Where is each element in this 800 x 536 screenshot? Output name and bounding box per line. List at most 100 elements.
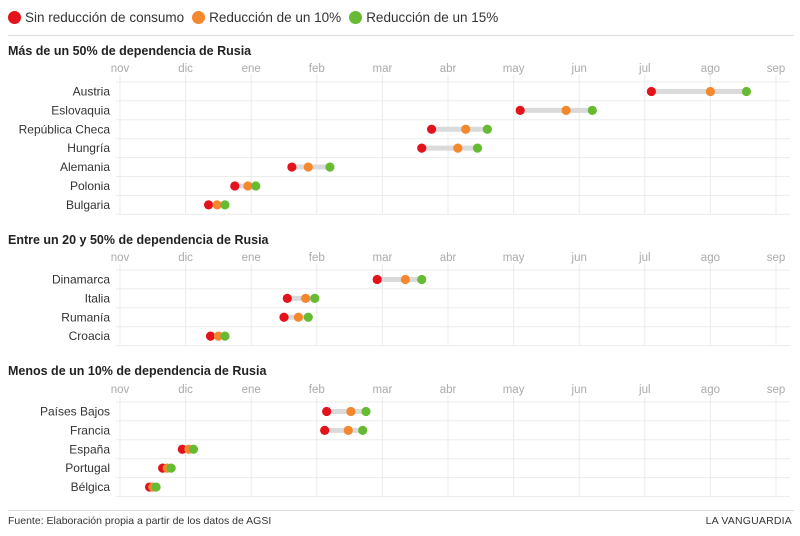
- month-tick-label: feb: [309, 384, 325, 396]
- data-point: [325, 162, 335, 172]
- month-tick-label: nov: [111, 252, 130, 264]
- data-point: [646, 86, 656, 97]
- country-label: Bélgica: [71, 480, 111, 494]
- month-tick-label: nov: [111, 384, 130, 396]
- data-point: [243, 181, 253, 191]
- month-tick-label: ago: [701, 252, 720, 264]
- data-point: [212, 200, 222, 210]
- month-tick-label: sep: [767, 252, 786, 264]
- data-point: [358, 425, 368, 435]
- data-point: [188, 444, 199, 454]
- month-tick-label: may: [503, 384, 525, 396]
- month-tick-label: nov: [111, 63, 130, 75]
- data-point: [705, 86, 716, 97]
- data-point: [343, 425, 353, 435]
- country-label: Croacia: [69, 329, 111, 343]
- data-point: [287, 162, 297, 172]
- month-tick-label: feb: [309, 63, 325, 75]
- month-tick-label: jun: [571, 384, 587, 396]
- country-label: Alemania: [60, 160, 110, 174]
- legend-dot-green: [349, 10, 363, 24]
- data-point: [482, 124, 492, 134]
- legend-item-no-reduction: Sin reducción de consumo: [8, 10, 184, 25]
- month-tick-label: dic: [178, 63, 193, 75]
- country-label: Austria: [73, 84, 111, 98]
- data-point: [151, 482, 161, 492]
- data-point: [461, 124, 471, 134]
- data-point: [220, 200, 230, 210]
- country-label: Francia: [70, 423, 110, 437]
- month-tick-label: ene: [242, 252, 261, 264]
- month-tick-label: abr: [440, 384, 457, 396]
- data-point: [303, 162, 313, 172]
- month-tick-label: ene: [242, 384, 261, 396]
- data-point: [372, 274, 382, 285]
- data-point: [293, 312, 304, 322]
- data-point: [205, 331, 216, 341]
- data-point: [282, 293, 292, 303]
- data-point: [230, 181, 240, 191]
- country-label: Bulgaria: [66, 198, 110, 212]
- data-point: [561, 105, 571, 115]
- panel-title: Menos de un 10% de dependencia de Rusia: [8, 364, 267, 378]
- month-tick-label: ene: [242, 63, 261, 75]
- data-point: [213, 331, 223, 341]
- data-point: [322, 406, 332, 417]
- month-tick-label: sep: [767, 384, 786, 396]
- legend-item-reduction-10: Reducción de un 10%: [192, 10, 341, 25]
- top-divider: [8, 35, 794, 36]
- legend: Sin reducción de consumo Reducción de un…: [8, 6, 498, 28]
- data-point: [417, 274, 427, 285]
- month-tick-label: mar: [372, 252, 392, 264]
- data-point: [301, 293, 311, 303]
- month-tick-label: dic: [178, 384, 193, 396]
- legend-label-reduction-15: Reducción de un 15%: [366, 9, 499, 25]
- data-point: [220, 331, 230, 341]
- footer-source: Fuente: Elaboración propia a partir de l…: [8, 515, 272, 527]
- country-label: Eslovaquia: [51, 103, 110, 117]
- month-tick-label: dic: [178, 252, 193, 264]
- panel-title: Entre un 20 y 50% de dependencia de Rusi…: [8, 233, 270, 247]
- month-tick-label: abr: [440, 63, 457, 75]
- month-tick-label: jul: [638, 252, 651, 264]
- legend-dot-orange: [192, 10, 206, 24]
- country-label: Italia: [85, 291, 111, 305]
- country-label: Países Bajos: [40, 404, 110, 418]
- data-point: [400, 274, 410, 285]
- data-point: [177, 444, 187, 454]
- legend-label-no-reduction: Sin reducción de consumo: [25, 9, 185, 25]
- data-point: [417, 143, 427, 153]
- country-label: España: [69, 442, 110, 456]
- month-tick-label: mar: [372, 63, 392, 75]
- legend-dot-red: [8, 10, 21, 24]
- month-tick-label: ago: [701, 384, 720, 396]
- data-point: [310, 293, 320, 303]
- country-label: República Checa: [19, 122, 111, 136]
- data-point: [166, 463, 176, 473]
- panel-title: Más de un 50% de dependencia de Rusia: [8, 44, 252, 58]
- month-tick-label: may: [503, 63, 525, 75]
- data-point: [320, 425, 330, 435]
- footer-brand: LA VANGUARDIA: [705, 515, 792, 527]
- month-tick-label: jul: [638, 384, 651, 396]
- country-label: Hungría: [67, 141, 110, 155]
- data-point: [472, 143, 483, 153]
- month-tick-label: mar: [372, 384, 392, 396]
- data-point: [515, 105, 525, 115]
- data-point: [741, 86, 752, 97]
- country-label: Polonia: [70, 179, 110, 193]
- country-label: Portugal: [65, 461, 110, 475]
- data-point: [303, 312, 313, 322]
- data-point: [203, 200, 214, 210]
- data-point: [279, 312, 289, 322]
- legend-label-reduction-10: Reducción de un 10%: [209, 9, 342, 25]
- data-point: [361, 406, 371, 417]
- data-point: [587, 105, 597, 115]
- country-label: Dinamarca: [52, 272, 110, 286]
- legend-item-reduction-15: Reducción de un 15%: [349, 10, 498, 25]
- data-point: [251, 181, 261, 191]
- month-tick-label: may: [503, 252, 525, 264]
- month-tick-label: feb: [309, 252, 325, 264]
- month-tick-label: ago: [701, 63, 720, 75]
